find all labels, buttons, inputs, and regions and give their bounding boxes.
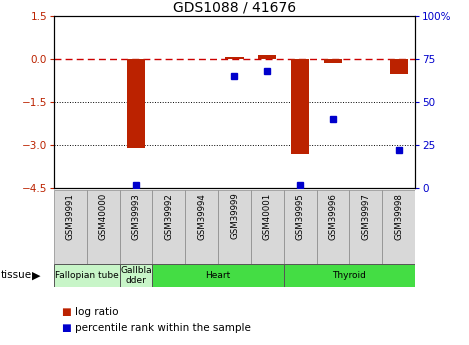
Text: GSM39998: GSM39998	[394, 193, 403, 239]
Text: Thyroid: Thyroid	[333, 271, 366, 280]
Text: Heart: Heart	[205, 271, 231, 280]
Text: ■: ■	[61, 324, 71, 333]
Bar	[152, 190, 185, 264]
Bar	[120, 190, 152, 264]
Bar	[284, 264, 415, 287]
Text: GSM39999: GSM39999	[230, 193, 239, 239]
Bar	[251, 190, 284, 264]
Bar	[291, 59, 309, 154]
Bar	[120, 264, 152, 287]
Bar	[226, 57, 243, 59]
Text: GSM39991: GSM39991	[66, 193, 75, 239]
Text: GSM39994: GSM39994	[197, 193, 206, 239]
Bar	[54, 264, 120, 287]
Bar	[152, 264, 284, 287]
Text: Fallopian tube: Fallopian tube	[55, 271, 119, 280]
Bar	[54, 190, 87, 264]
Text: Gallbla
dder: Gallbla dder	[120, 266, 152, 285]
Bar	[218, 190, 251, 264]
Bar	[317, 190, 349, 264]
Bar	[87, 190, 120, 264]
Title: GDS1088 / 41676: GDS1088 / 41676	[173, 0, 296, 14]
Bar	[284, 190, 317, 264]
Bar	[127, 59, 145, 148]
Text: tissue: tissue	[1, 270, 32, 280]
Text: GSM39997: GSM39997	[361, 193, 371, 239]
Bar	[349, 190, 382, 264]
Text: log ratio: log ratio	[75, 307, 119, 317]
Text: ■: ■	[61, 307, 71, 317]
Bar	[390, 59, 408, 75]
Text: GSM40000: GSM40000	[98, 193, 108, 240]
Text: GSM40001: GSM40001	[263, 193, 272, 240]
Bar	[382, 190, 415, 264]
Text: GSM39995: GSM39995	[295, 193, 305, 239]
Bar	[324, 59, 342, 63]
Text: GSM39992: GSM39992	[164, 193, 174, 239]
Text: ▶: ▶	[32, 270, 40, 280]
Bar	[185, 190, 218, 264]
Bar	[258, 55, 276, 59]
Text: GSM39996: GSM39996	[328, 193, 338, 239]
Text: percentile rank within the sample: percentile rank within the sample	[75, 324, 251, 333]
Text: GSM39993: GSM39993	[131, 193, 141, 239]
